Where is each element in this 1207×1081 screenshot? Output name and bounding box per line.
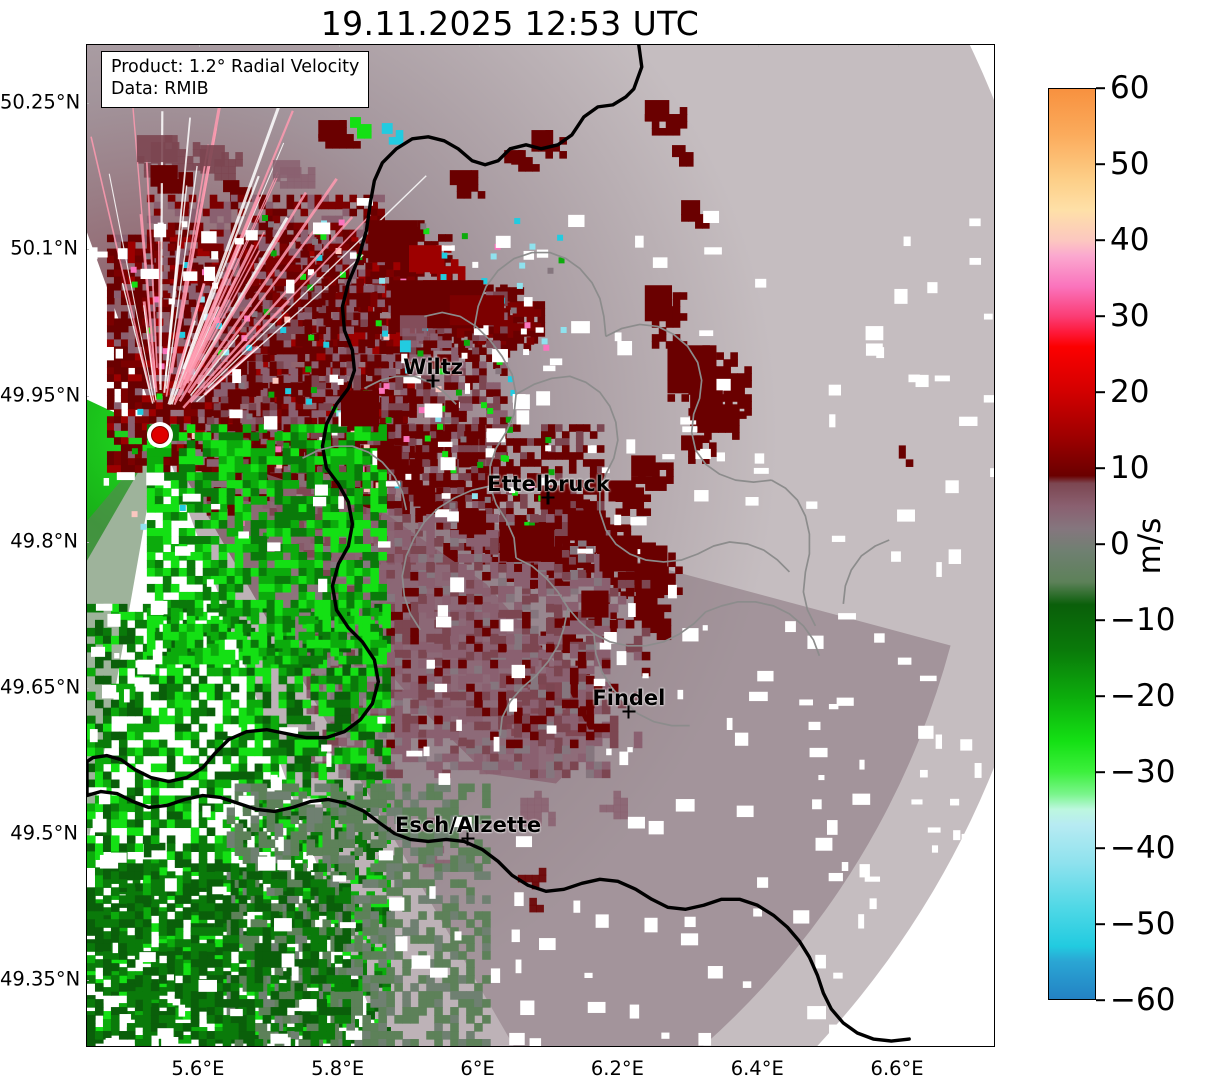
colorbar-tick-5: [1096, 467, 1105, 469]
colorbar-tick-6: [1096, 543, 1105, 545]
colorbar-tick-10: [1096, 847, 1105, 849]
product-label: Product: 1.2° Radial Velocity: [111, 57, 360, 77]
gridline-horizontal-1: [87, 249, 994, 251]
x-tick-label-1: 5.8°E: [311, 1057, 365, 1080]
colorbar-tick-label-12: −60: [1110, 982, 1176, 1018]
x-tick-label-3: 6.2°E: [590, 1057, 644, 1080]
product-info-box: Product: 1.2° Radial Velocity Data: RMIB: [101, 51, 370, 108]
colorbar-tick-12: [1096, 999, 1105, 1001]
gridline-vertical-4: [758, 45, 760, 1046]
radar-station-dot: [151, 425, 170, 444]
colorbar-tick-8: [1096, 695, 1105, 697]
city-marker-esch-alzette: [461, 832, 475, 846]
y-tick-label-3: 49.8°N: [10, 529, 78, 553]
gridline-vertical-1: [338, 45, 340, 1046]
colorbar-gradient: [1048, 88, 1096, 1000]
colorbar-tick-label-3: 30: [1110, 298, 1150, 334]
gridline-horizontal-5: [87, 833, 994, 835]
colorbar-tick-label-1: 50: [1110, 146, 1150, 182]
border-layer: [87, 45, 911, 1043]
colorbar-tick-label-7: −10: [1110, 602, 1176, 638]
radar-map-canvas: Wiltz Ettelbruck Findel Esch/Alzette Produc…: [87, 45, 994, 1046]
colorbar[interactable]: [1048, 88, 1096, 1000]
y-tick-label-0: 50.25°N: [0, 90, 81, 114]
colorbar-tick-9: [1096, 771, 1105, 773]
y-tick-label-1: 50.1°N: [10, 236, 78, 260]
x-tick-label-0: 5.6°E: [171, 1057, 225, 1080]
colorbar-tick-label-10: −40: [1110, 830, 1176, 866]
gridline-vertical-5: [898, 45, 900, 1046]
x-tick-label-4: 6.4°E: [730, 1057, 784, 1080]
colorbar-tick-label-5: 10: [1110, 450, 1150, 486]
y-tick-label-5: 49.5°N: [10, 821, 78, 845]
colorbar-tick-4: [1096, 391, 1105, 393]
colorbar-tick-7: [1096, 619, 1105, 621]
city-marker-ettelbruck: [541, 491, 555, 505]
gridline-horizontal-4: [87, 687, 994, 689]
y-tick-label-4: 49.65°N: [0, 675, 81, 699]
y-tick-label-2: 49.95°N: [0, 383, 81, 407]
colorbar-tick-label-6: 0: [1110, 526, 1130, 562]
colorbar-tick-2: [1096, 239, 1105, 241]
page-title: 19.11.2025 12:53 UTC: [320, 4, 700, 43]
colorbar-unit-label: m/s: [1132, 517, 1168, 575]
y-tick-label-6: 49.35°N: [0, 967, 81, 991]
city-marker-wiltz: [426, 374, 440, 388]
colorbar-tick-label-2: 40: [1110, 222, 1150, 258]
colorbar-tick-11: [1096, 923, 1105, 925]
x-tick-label-5: 6.6°E: [870, 1057, 924, 1080]
radar-echo-layer: [87, 45, 994, 1046]
radar-station-marker[interactable]: [147, 421, 174, 448]
colorbar-tick-3: [1096, 315, 1105, 317]
colorbar-tick-label-11: −50: [1110, 906, 1176, 942]
gridline-horizontal-0: [87, 103, 994, 105]
colorbar-tick-label-9: −30: [1110, 754, 1176, 790]
colorbar-tick-label-0: 60: [1110, 70, 1150, 106]
colorbar-tick-1: [1096, 163, 1105, 165]
colorbar-tick-0: [1096, 87, 1105, 89]
gridline-horizontal-3: [87, 541, 994, 543]
gridline-vertical-0: [198, 45, 200, 1046]
colorbar-tick-label-8: −20: [1110, 678, 1176, 714]
gridline-horizontal-6: [87, 979, 994, 981]
x-tick-label-2: 6°E: [460, 1057, 495, 1080]
data-source-label: Data: RMIB: [111, 78, 209, 99]
radar-map[interactable]: Wiltz Ettelbruck Findel Esch/Alzette Produc…: [86, 44, 995, 1047]
gridline-vertical-2: [478, 45, 480, 1046]
colorbar-tick-label-4: 20: [1110, 374, 1150, 410]
city-marker-findel: [622, 705, 636, 719]
gridline-horizontal-2: [87, 395, 994, 397]
